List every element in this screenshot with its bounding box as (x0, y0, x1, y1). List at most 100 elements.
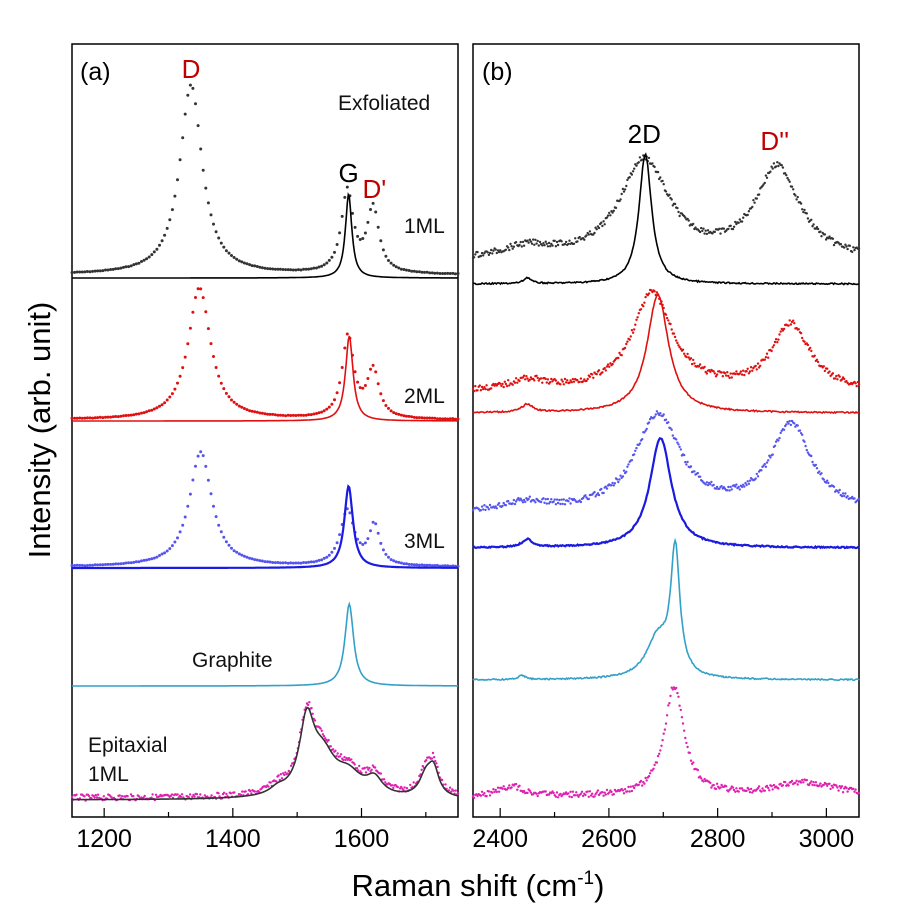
data-point (667, 319, 670, 322)
data-point (754, 364, 757, 368)
data-point (732, 788, 736, 792)
data-point (329, 745, 332, 748)
data-point (589, 794, 593, 797)
data-point (484, 508, 487, 512)
data-point (477, 507, 480, 511)
data-point (142, 558, 146, 562)
data-point (451, 271, 455, 275)
data-point (434, 759, 437, 763)
data-point (626, 178, 629, 182)
label-epitaxial: Epitaxial (88, 734, 167, 757)
data-point (73, 564, 77, 567)
data-point (679, 708, 682, 712)
data-point (635, 164, 638, 167)
data-point (496, 786, 500, 789)
data-point (555, 240, 559, 244)
data-point (155, 555, 159, 559)
data-point (851, 250, 854, 254)
data-point (545, 381, 548, 384)
data-point (302, 413, 306, 417)
data-point (70, 564, 74, 567)
data-point (601, 371, 604, 374)
data-point (801, 433, 804, 436)
data-point (443, 564, 447, 568)
data-point (528, 495, 531, 498)
data-point (603, 223, 606, 226)
data-point (273, 267, 277, 271)
data-point (333, 250, 336, 254)
data-point (604, 793, 607, 796)
data-point (522, 244, 526, 247)
data-point (549, 500, 552, 504)
data-point (779, 431, 782, 435)
data-point (137, 560, 141, 564)
data-point (127, 265, 131, 269)
data-point (250, 792, 253, 795)
data-point (638, 156, 642, 159)
data-point (446, 271, 450, 275)
data-point (363, 384, 367, 387)
data-point (266, 412, 270, 416)
data-point (763, 358, 766, 361)
data-point (593, 231, 596, 235)
data-point (227, 543, 231, 547)
data-point (740, 373, 744, 376)
data-point (792, 188, 795, 191)
data-point (88, 563, 92, 567)
data-point (714, 487, 718, 490)
data-point (491, 252, 494, 255)
data-point (267, 785, 270, 788)
data-point (802, 210, 805, 214)
data-point (787, 784, 790, 787)
data-point (524, 378, 527, 381)
data-point (304, 561, 308, 565)
data-point (168, 547, 172, 551)
data-point (304, 267, 308, 271)
data-point (435, 563, 439, 567)
data-point (501, 382, 504, 386)
data-point (488, 503, 492, 507)
data-point (249, 789, 252, 793)
data-point (843, 246, 846, 249)
data-point (751, 369, 754, 372)
data-point (294, 414, 298, 417)
data-point (268, 267, 272, 271)
data-point (844, 492, 847, 495)
data-point (201, 296, 205, 300)
data-point (284, 268, 288, 272)
data-point (592, 376, 595, 379)
data-point (700, 226, 703, 230)
data-point (560, 498, 563, 501)
data-point (483, 386, 486, 389)
data-point (541, 244, 544, 247)
spectrum-dots-b-2 (471, 288, 861, 393)
data-point (88, 416, 92, 420)
data-point (291, 561, 295, 565)
data-point (712, 370, 715, 373)
data-point (782, 327, 786, 331)
data-point (845, 245, 848, 248)
data-point (645, 427, 648, 431)
data-point (188, 326, 192, 330)
data-point (749, 366, 753, 369)
data-point (525, 375, 528, 378)
data-point (119, 414, 123, 418)
data-point (387, 555, 390, 559)
data-point (526, 239, 529, 242)
data-point (845, 380, 848, 383)
data-point (600, 221, 603, 224)
data-point (698, 230, 702, 234)
data-point (433, 271, 437, 275)
data-point (399, 413, 403, 417)
x-tick-label-a-1400: 1400 (205, 825, 261, 853)
data-point (165, 549, 169, 553)
data-point (805, 212, 808, 215)
data-point (806, 451, 810, 454)
data-point (338, 755, 342, 758)
data-point (799, 202, 803, 205)
data-point (731, 227, 735, 231)
data-point (653, 763, 656, 767)
data-point (715, 782, 719, 785)
data-point (504, 248, 508, 251)
data-point (101, 563, 105, 567)
